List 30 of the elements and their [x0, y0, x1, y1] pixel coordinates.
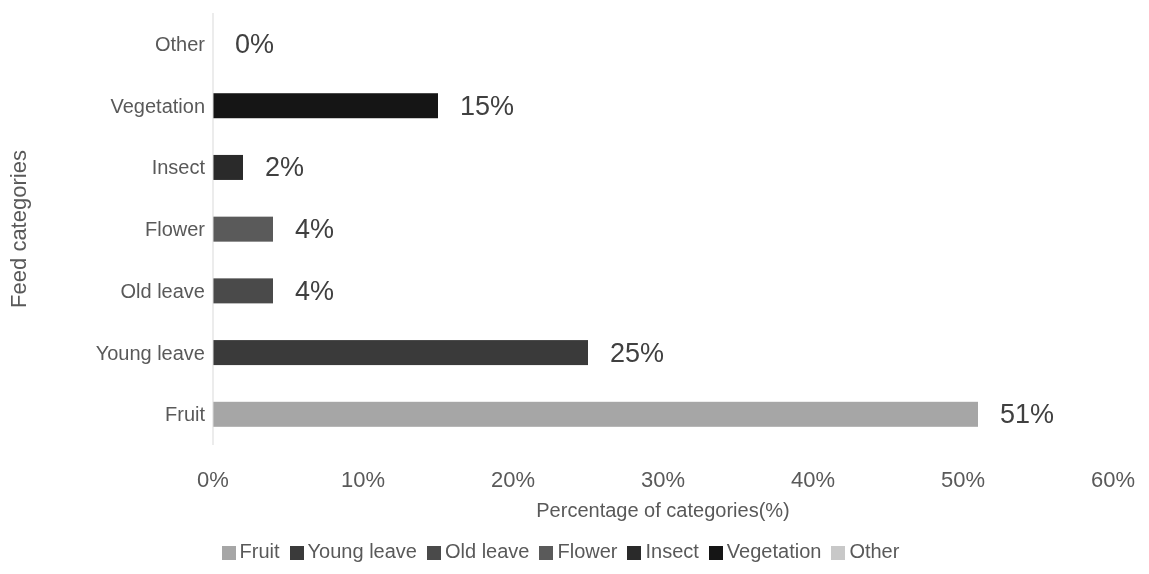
x-tick-label: 10% — [340, 466, 386, 492]
legend-label: Vegetation — [726, 540, 822, 562]
x-tick-label: 20% — [490, 466, 536, 492]
y-tick-label: Fruit — [165, 403, 206, 426]
x-tick-label: 60% — [1090, 466, 1136, 492]
x-tick-label: 0% — [197, 466, 229, 492]
y-tick-label: Vegetation — [110, 94, 205, 117]
x-tick-label: 30% — [640, 466, 686, 492]
y-tick-label: Flower — [144, 218, 206, 241]
data-label: 4% — [295, 214, 335, 245]
y-tick-label: Other — [154, 32, 206, 55]
legend-label: Insect — [645, 540, 699, 562]
y-axis-title: Feed categories — [5, 150, 31, 308]
legend-label: Old leave — [444, 540, 530, 562]
data-label: 2% — [265, 152, 305, 183]
y-tick-label: Young leave — [95, 341, 205, 364]
x-tick-label: 40% — [790, 466, 836, 492]
data-label: 0% — [235, 29, 275, 60]
legend-label: Other — [849, 540, 900, 562]
x-axis-title: Percentage of categories(%) — [536, 499, 790, 521]
legend-label: Young leave — [307, 540, 417, 562]
data-label: 25% — [610, 337, 665, 368]
legend-label: Flower — [557, 540, 618, 562]
data-label: 51% — [1000, 399, 1055, 430]
x-tick-label: 50% — [940, 466, 986, 492]
y-tick-label: Old leave — [120, 279, 205, 302]
data-label: 15% — [460, 90, 515, 121]
y-tick-label: Insect — [151, 156, 206, 179]
legend-label: Fruit — [239, 540, 280, 562]
data-label: 4% — [295, 275, 335, 306]
